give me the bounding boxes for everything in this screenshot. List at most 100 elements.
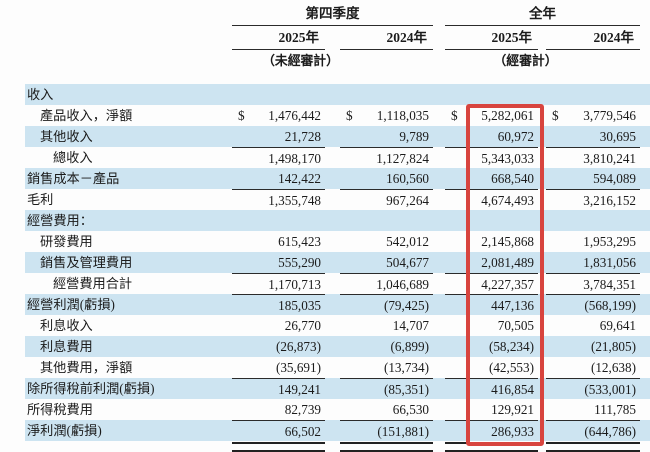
column-gap xyxy=(433,294,445,316)
column-gap xyxy=(325,378,340,400)
cell-value: 3,779,546 xyxy=(583,108,636,123)
row-label: 除所得稅前利潤(虧損) xyxy=(27,381,155,396)
table-row: 經營費用合計 1,170,713 1,046,689 4,227,357 3,784,3… xyxy=(25,273,650,294)
header-year-fy-2025: 2025年 xyxy=(445,26,538,50)
row-label: 收入 xyxy=(27,87,54,102)
double-rule xyxy=(232,442,325,452)
cell-value: 1,355,748 xyxy=(268,193,321,208)
column-gap xyxy=(538,168,546,189)
table-row: 經營費用： xyxy=(25,210,650,231)
value-cell: 1,355,748 xyxy=(232,189,325,211)
value-cell: 1,170,713 xyxy=(232,273,325,295)
column-gap xyxy=(325,252,340,273)
cell-value: 4,674,493 xyxy=(481,193,534,208)
value-cell: 967,264 xyxy=(340,189,433,211)
column-gap xyxy=(433,147,445,169)
value-cell: (79,425) xyxy=(340,294,433,316)
value-cell: 504,677 xyxy=(340,252,433,273)
cell-value: (85,351) xyxy=(383,382,429,397)
row-label: 其他收入 xyxy=(40,129,93,144)
value-cell: 69,641 xyxy=(546,315,640,336)
column-gap xyxy=(433,399,445,420)
cell-value: (21,805) xyxy=(590,339,636,354)
currency-symbol: $ xyxy=(552,108,559,123)
value-cell: 66,502 xyxy=(232,420,325,442)
row-label: 其他費用，淨額 xyxy=(40,360,133,375)
row-label: 經營費用合計 xyxy=(53,276,133,291)
cell-value: 30,695 xyxy=(599,129,636,144)
header-note-row: （未經審計） （經審計） xyxy=(25,50,650,72)
column-gap xyxy=(433,168,445,189)
cell-value: 1,046,689 xyxy=(376,277,429,292)
column-gap xyxy=(538,210,546,231)
column-gap xyxy=(538,147,546,169)
table-row: 研發費用 615,423 542,012 2,145,868 1,953,295 xyxy=(25,231,650,252)
cell-value: 1,127,824 xyxy=(376,151,429,166)
value-cell xyxy=(546,84,640,105)
cell-value: (533,001) xyxy=(584,382,636,397)
cell-value: (58,234) xyxy=(488,339,534,354)
value-cell: 1,046,689 xyxy=(340,273,433,295)
column-gap xyxy=(325,294,340,316)
cell-value: 142,422 xyxy=(278,171,321,186)
value-cell: (35,691) xyxy=(232,357,325,378)
column-gap xyxy=(538,315,546,336)
cell-value: 1,118,035 xyxy=(376,108,429,123)
cell-value: (151,881) xyxy=(377,424,429,439)
value-cell: 447,136 xyxy=(445,294,538,316)
value-cell: 66,530 xyxy=(340,399,433,420)
currency-symbol: $ xyxy=(451,108,458,123)
value-cell: $3,779,546 xyxy=(546,105,640,126)
value-cell: 129,921 xyxy=(445,399,538,420)
table-row: 所得稅費用 82,739 66,530 129,921 111,785 xyxy=(25,399,650,420)
value-cell: 111,785 xyxy=(546,399,640,420)
currency-symbol: $ xyxy=(238,108,245,123)
value-cell xyxy=(445,210,538,231)
value-cell: 1,953,295 xyxy=(546,231,640,252)
cell-value: (42,553) xyxy=(488,360,534,375)
column-gap xyxy=(433,189,445,211)
value-cell: 160,560 xyxy=(340,168,433,189)
value-cell xyxy=(340,84,433,105)
value-cell: 4,227,357 xyxy=(445,273,538,295)
value-cell: 1,831,056 xyxy=(546,252,640,273)
cell-value: 69,641 xyxy=(599,318,636,333)
value-cell: 5,343,033 xyxy=(445,147,538,169)
row-label: 淨利潤(虧損) xyxy=(27,423,102,438)
table-row: 利息收入 26,770 14,707 70,505 69,641 xyxy=(25,315,650,336)
column-gap xyxy=(538,105,546,126)
cell-value: 447,136 xyxy=(491,298,534,313)
cell-value: 542,012 xyxy=(386,234,429,249)
row-label: 銷售及管理費用 xyxy=(40,255,133,270)
value-cell: (42,553) xyxy=(445,357,538,378)
value-cell: 185,035 xyxy=(232,294,325,316)
cell-value: 160,560 xyxy=(386,171,429,186)
cell-value: 1,170,713 xyxy=(268,277,321,292)
column-gap xyxy=(538,273,546,295)
cell-value: 26,770 xyxy=(284,318,321,333)
row-label: 研發費用 xyxy=(40,234,93,249)
value-cell: 542,012 xyxy=(340,231,433,252)
row-label: 經營費用： xyxy=(27,213,93,228)
row-label: 產品收入，淨額 xyxy=(40,108,133,123)
cell-value: 2,081,489 xyxy=(481,255,534,270)
value-cell xyxy=(232,210,325,231)
value-cell xyxy=(546,210,640,231)
header-year-row: 2025年 2024年 2025年 2024年 xyxy=(25,26,650,50)
column-gap xyxy=(538,399,546,420)
header-group-fullyear: 全年 xyxy=(445,4,640,26)
column-gap xyxy=(325,147,340,169)
cell-value: 1,831,056 xyxy=(583,255,636,270)
cell-value: 149,241 xyxy=(278,382,321,397)
cell-value: (644,786) xyxy=(584,424,636,439)
column-gap xyxy=(538,189,546,211)
value-cell xyxy=(232,84,325,105)
value-cell: 70,505 xyxy=(445,315,538,336)
value-cell: 26,770 xyxy=(232,315,325,336)
cell-value: 555,290 xyxy=(278,255,321,270)
value-cell: 3,216,152 xyxy=(546,189,640,211)
value-cell: 1,127,824 xyxy=(340,147,433,169)
cell-value: 668,540 xyxy=(491,171,534,186)
table-row: 銷售成本－產品 142,422 160,560 668,540 594,089 xyxy=(25,168,650,189)
